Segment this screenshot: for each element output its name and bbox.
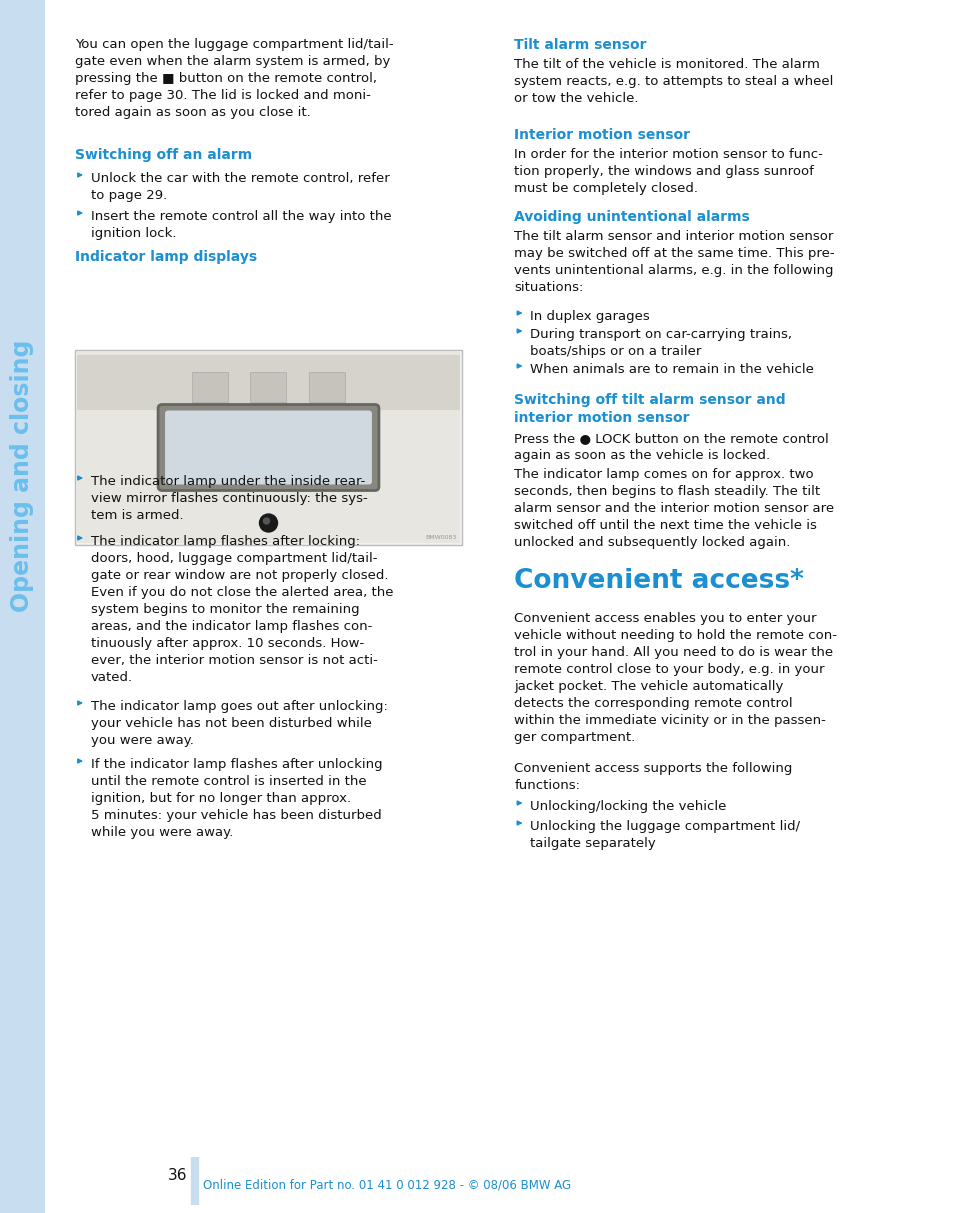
Text: You can open the luggage compartment lid/tail-
gate even when the alarm system i: You can open the luggage compartment lid… — [75, 38, 394, 119]
Text: Unlocking the luggage compartment lid/
tailgate separately: Unlocking the luggage compartment lid/ t… — [530, 820, 800, 850]
Text: Unlock the car with the remote control, refer
to page 29.: Unlock the car with the remote control, … — [91, 172, 390, 203]
Bar — [0, 0, 45, 1213]
Text: Convenient access enables you to enter your
vehicle without needing to hold the : Convenient access enables you to enter y… — [514, 613, 837, 744]
Text: During transport on car-carrying trains,
boats/ships or on a trailer: During transport on car-carrying trains,… — [530, 328, 792, 358]
Text: The indicator lamp under the inside rear-
view mirror flashes continuously: the : The indicator lamp under the inside rear… — [91, 475, 367, 522]
Text: 36: 36 — [168, 1167, 187, 1183]
Text: Tilt alarm sensor: Tilt alarm sensor — [514, 38, 646, 52]
Text: Unlocking/locking the vehicle: Unlocking/locking the vehicle — [530, 801, 726, 813]
Text: Switching off tilt alarm sensor and
interior motion sensor: Switching off tilt alarm sensor and inte… — [514, 393, 785, 426]
Bar — [193, 372, 228, 402]
Text: Press the ● LOCK button on the remote control
again as soon as the vehicle is lo: Press the ● LOCK button on the remote co… — [514, 432, 828, 462]
Circle shape — [259, 514, 277, 533]
Bar — [251, 372, 286, 402]
Bar — [77, 352, 459, 543]
Text: The tilt of the vehicle is monitored. The alarm
system reacts, e.g. to attempts : The tilt of the vehicle is monitored. Th… — [514, 58, 833, 106]
Text: Switching off an alarm: Switching off an alarm — [75, 148, 252, 163]
Bar — [308, 372, 344, 402]
Text: When animals are to remain in the vehicle: When animals are to remain in the vehicl… — [530, 363, 814, 376]
Text: Convenient access*: Convenient access* — [514, 568, 803, 594]
Text: The indicator lamp comes on for approx. two
seconds, then begins to flash steadi: The indicator lamp comes on for approx. … — [514, 468, 834, 549]
Text: The indicator lamp flashes after locking:
doors, hood, luggage compartment lid/t: The indicator lamp flashes after locking… — [91, 535, 393, 684]
Text: In duplex garages: In duplex garages — [530, 311, 650, 323]
Text: Opening and closing: Opening and closing — [10, 340, 34, 613]
Text: Convenient access supports the following
functions:: Convenient access supports the following… — [514, 762, 792, 792]
Text: Insert the remote control all the way into the
ignition lock.: Insert the remote control all the way in… — [91, 210, 392, 240]
FancyBboxPatch shape — [165, 410, 372, 484]
Circle shape — [263, 518, 269, 524]
Text: The indicator lamp goes out after unlocking:
your vehicle has not been disturbed: The indicator lamp goes out after unlock… — [91, 700, 388, 747]
Bar — [75, 351, 461, 545]
Text: If the indicator lamp flashes after unlocking
until the remote control is insert: If the indicator lamp flashes after unlo… — [91, 758, 382, 839]
Bar — [77, 355, 459, 410]
Text: Avoiding unintentional alarms: Avoiding unintentional alarms — [514, 210, 749, 224]
Text: The tilt alarm sensor and interior motion sensor
may be switched off at the same: The tilt alarm sensor and interior motio… — [514, 230, 834, 294]
Text: Interior motion sensor: Interior motion sensor — [514, 129, 690, 142]
Text: Indicator lamp displays: Indicator lamp displays — [75, 250, 257, 264]
Text: Online Edition for Part no. 01 41 0 012 928 - © 08/06 BMW AG: Online Edition for Part no. 01 41 0 012 … — [203, 1179, 571, 1191]
Text: In order for the interior motion sensor to func-
tion properly, the windows and : In order for the interior motion sensor … — [514, 148, 822, 195]
FancyBboxPatch shape — [158, 404, 378, 490]
Text: BMW0083: BMW0083 — [425, 535, 456, 540]
